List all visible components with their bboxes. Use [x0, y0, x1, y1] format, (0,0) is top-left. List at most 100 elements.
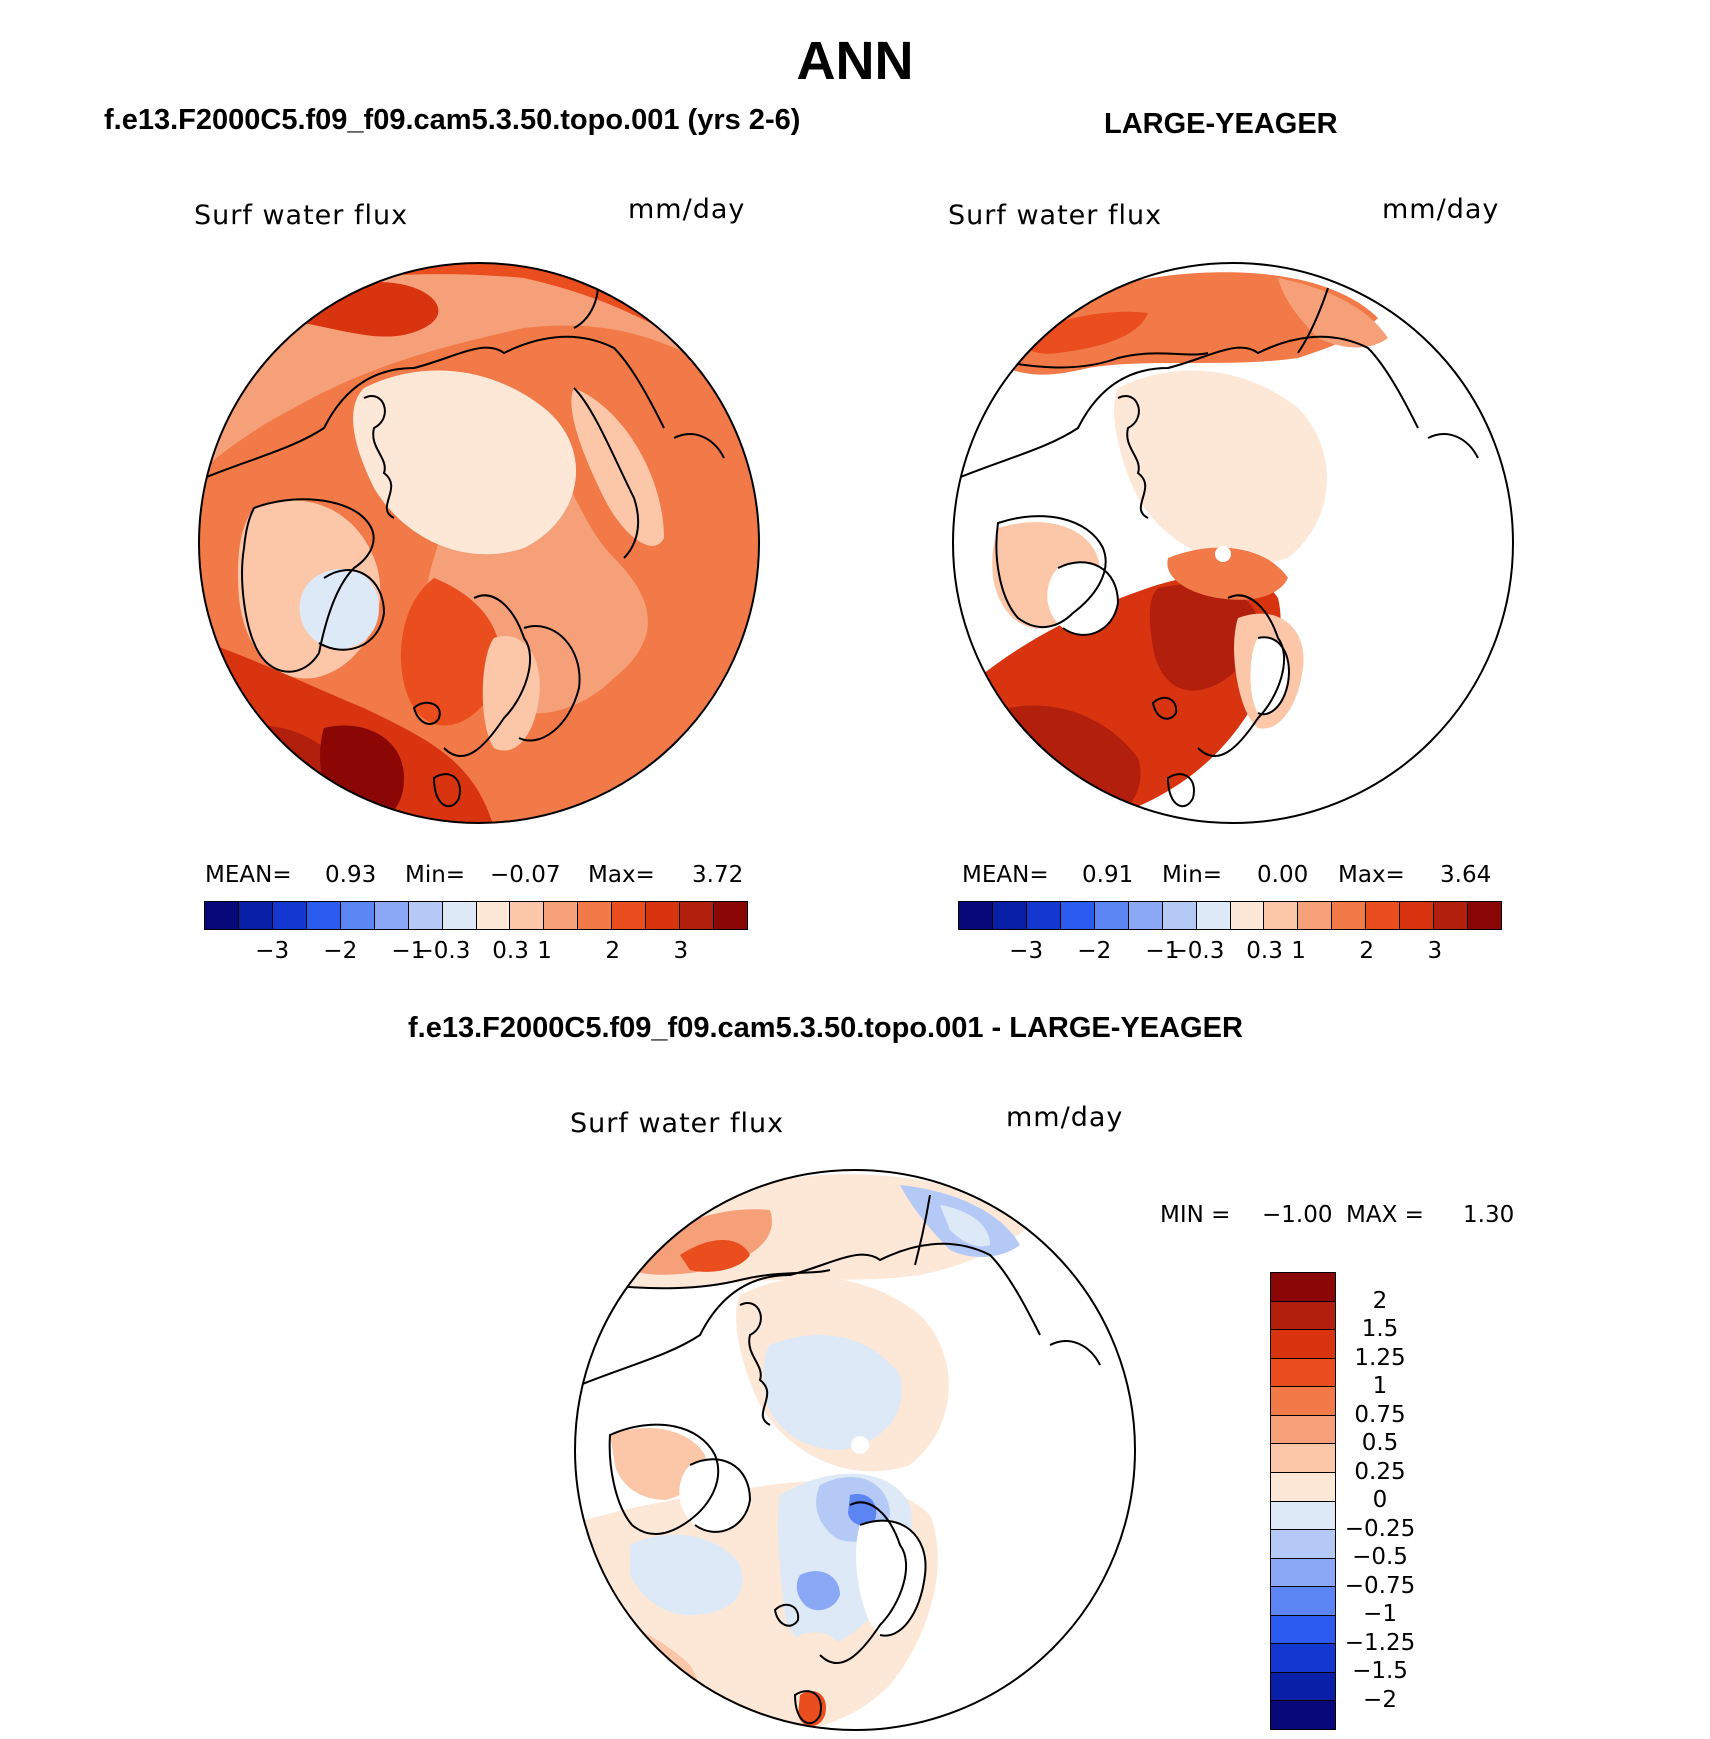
diff-variable-label: Surf water flux	[570, 1108, 785, 1139]
right-colorbar-bin	[1026, 902, 1061, 929]
left-colorbar-bin	[544, 902, 579, 929]
left-colorbar-bin	[476, 902, 511, 929]
left-colorbar-tick-label: 2	[605, 938, 621, 964]
right-colorbar-bin	[1264, 902, 1299, 929]
left-colorbar-tick-label: 1	[537, 938, 552, 964]
diff-colorbar-bin	[1271, 1644, 1335, 1673]
left-case-title: f.e13.F2000C5.f09_f09.cam5.3.50.topo.001…	[104, 104, 801, 136]
main-title: ANN	[796, 31, 914, 91]
left-colorbar-tick-label: −2	[323, 938, 358, 964]
left-colorbar-bin	[680, 902, 715, 929]
right-colorbar-bin	[1230, 902, 1265, 929]
left-colorbar-bin	[442, 902, 477, 929]
left-colorbar-bin	[714, 902, 747, 929]
right-colorbar	[958, 901, 1502, 930]
diff-colorbar-bin	[1271, 1701, 1335, 1729]
left-colorbar-bin	[238, 902, 273, 929]
left-colorbar-bin	[612, 902, 647, 929]
left-colorbar-tick-label: 0.3	[492, 938, 529, 964]
diff-colorbar-bin	[1271, 1530, 1335, 1559]
diff-colorbar-tick-label: 1.25	[1354, 1344, 1406, 1371]
right-colorbar-bin	[1400, 902, 1435, 929]
diff-colorbar	[1270, 1272, 1336, 1730]
left-min-label: Min=	[405, 862, 466, 888]
right-colorbar-bin	[1128, 902, 1163, 929]
right-colorbar-bin	[1094, 902, 1129, 929]
right-colorbar-bin	[1434, 902, 1469, 929]
diff-colorbar-bin	[1271, 1615, 1335, 1645]
right-colorbar-tick-label: 0.3	[1246, 938, 1283, 964]
diff-colorbar-bin	[1271, 1330, 1335, 1359]
left-units-label: mm/day	[628, 194, 746, 225]
left-max-value: 3.72	[692, 862, 744, 888]
diff-colorbar-bin	[1271, 1587, 1335, 1616]
diff-max-label: MAX =	[1346, 1202, 1424, 1228]
left-colorbar-bin	[306, 902, 341, 929]
diff-colorbar-bin	[1271, 1558, 1335, 1588]
right-colorbar-tick-label: 1	[1291, 938, 1306, 964]
right-colorbar-bin	[1468, 902, 1501, 929]
left-colorbar-bin	[646, 902, 681, 929]
left-min-value: −0.07	[490, 862, 561, 888]
diff-colorbar-bin	[1271, 1301, 1335, 1331]
left-colorbar-tick-label: 3	[673, 938, 689, 964]
right-variable-label: Surf water flux	[948, 200, 1163, 231]
diff-colorbar-bin	[1271, 1472, 1335, 1502]
left-colorbar-bin	[510, 902, 545, 929]
right-max-label: Max=	[1338, 862, 1405, 888]
diff-units-label: mm/day	[1006, 1102, 1124, 1133]
left-mean-value: 0.93	[325, 862, 377, 888]
right-colorbar-labels: −3 −2 −1 −0.3 0.3 1 2 3	[958, 938, 1503, 968]
right-mean-value: 0.91	[1082, 862, 1134, 888]
left-mean-label: MEAN=	[205, 862, 292, 888]
diff-colorbar-tick-label: −0.25	[1344, 1515, 1416, 1542]
right-case-title: LARGE-YEAGER	[1104, 108, 1338, 140]
diff-colorbar-tick-label: −0.5	[1352, 1544, 1408, 1570]
right-colorbar-bin	[1366, 902, 1401, 929]
diff-colorbar-bin	[1271, 1273, 1335, 1302]
right-colorbar-tick-label: 2	[1359, 938, 1375, 964]
left-colorbar-bin	[340, 902, 375, 929]
diff-max-value: 1.30	[1463, 1202, 1515, 1228]
left-colorbar-bin	[205, 902, 239, 929]
right-colorbar-bin	[959, 902, 993, 929]
diff-colorbar-tick-label: 2	[1372, 1287, 1388, 1314]
left-colorbar-bin	[374, 902, 409, 929]
diff-colorbar-bin	[1271, 1672, 1335, 1702]
left-colorbar-tick-label: −1	[391, 938, 426, 964]
right-colorbar-bin	[1298, 902, 1333, 929]
left-max-label: Max=	[588, 862, 655, 888]
right-colorbar-tick-label: 3	[1427, 938, 1443, 964]
diff-colorbar-tick-label: 1.5	[1361, 1316, 1399, 1342]
right-min-label: Min=	[1162, 862, 1223, 888]
left-colorbar-bin	[578, 902, 613, 929]
diff-colorbar-tick-label: −1	[1363, 1601, 1397, 1627]
diff-polar-map	[574, 1169, 1136, 1731]
diff-colorbar-bin	[1271, 1387, 1335, 1416]
right-mean-label: MEAN=	[962, 862, 1049, 888]
diff-min-value: −1.00	[1262, 1202, 1333, 1228]
right-colorbar-bin	[1196, 902, 1231, 929]
diff-colorbar-labels: 2 1.5 1.25 1 0.75 0.5 0.25 0 −0.25 −0.5 −0.75 −1 −1.…	[1340, 1272, 1480, 1728]
diff-colorbar-tick-label: 1	[1372, 1373, 1388, 1399]
right-colorbar-bin	[1060, 902, 1095, 929]
diff-colorbar-tick-label: −1.5	[1352, 1658, 1408, 1684]
left-colorbar-labels: −3 −2 −1 −0.3 0.3 1 2 3	[204, 938, 749, 968]
diff-colorbar-tick-label: 0.75	[1354, 1401, 1406, 1428]
diff-colorbar-bin	[1271, 1501, 1335, 1531]
diff-colorbar-tick-label: −2	[1363, 1686, 1397, 1713]
diff-colorbar-bin	[1271, 1358, 1335, 1388]
left-variable-label: Surf water flux	[194, 200, 409, 231]
right-colorbar-bin	[1332, 902, 1367, 929]
left-colorbar-tick-label: −0.3	[414, 938, 471, 964]
left-colorbar	[204, 901, 748, 930]
diff-colorbar-tick-label: 0.25	[1354, 1458, 1406, 1485]
right-colorbar-tick-label: −3	[1009, 938, 1044, 964]
right-colorbar-tick-label: −0.3	[1168, 938, 1225, 964]
left-polar-map	[198, 262, 760, 824]
right-colorbar-tick-label: −2	[1077, 938, 1112, 964]
right-colorbar-bin	[1162, 902, 1197, 929]
right-units-label: mm/day	[1382, 194, 1500, 225]
left-colorbar-bin	[272, 902, 307, 929]
diff-colorbar-bin	[1271, 1415, 1335, 1445]
